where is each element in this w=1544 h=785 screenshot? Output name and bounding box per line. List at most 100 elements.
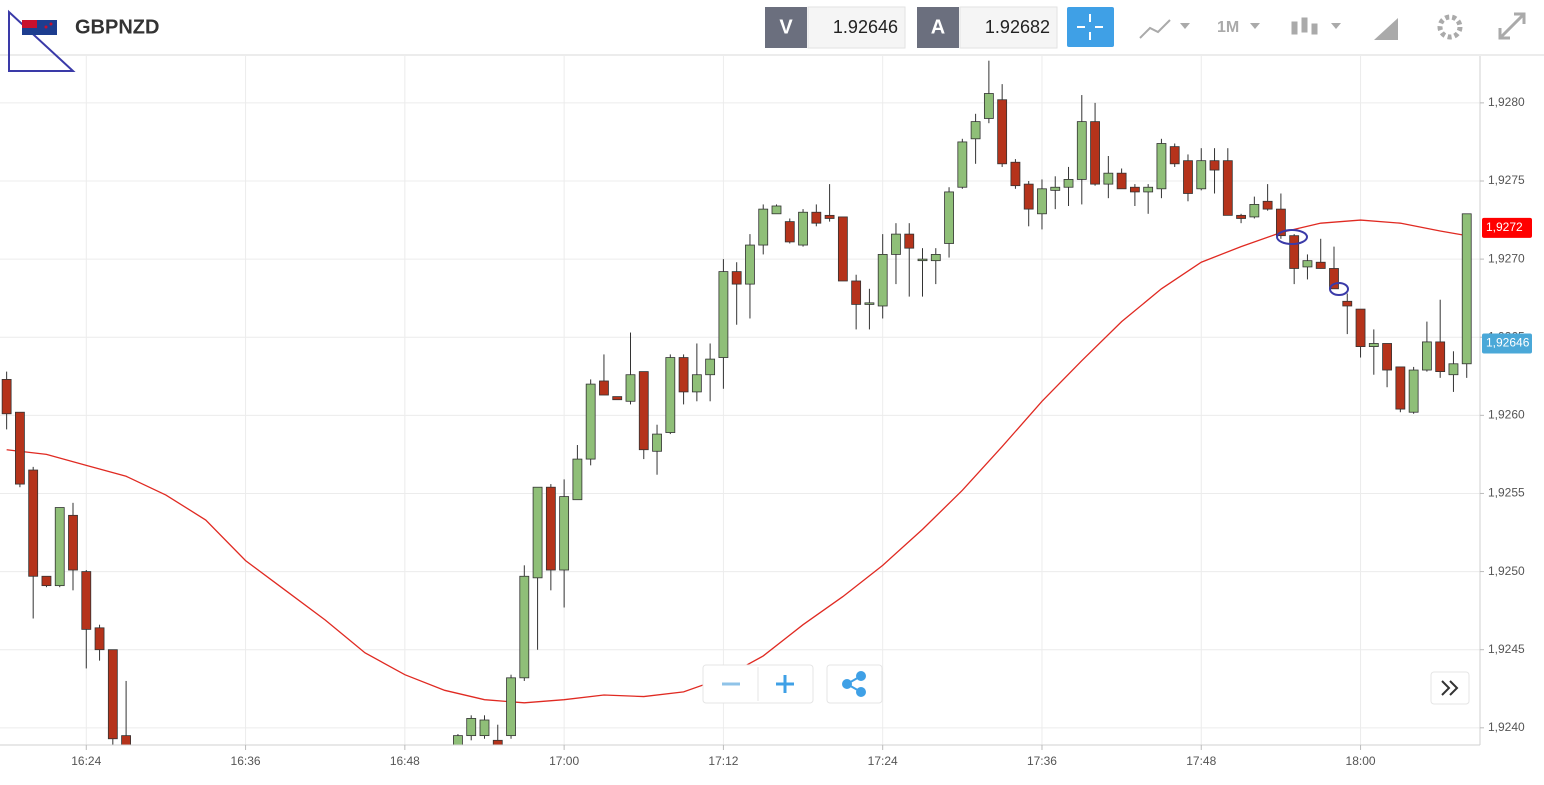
price-tag-label: 1,9272 [1486,220,1523,234]
sell-button[interactable] [765,7,807,48]
candle-body [54,507,65,587]
candle-body [851,280,862,305]
scroll-right-icon [1441,680,1459,696]
price-tag [1482,333,1532,354]
y-tick-label: 1,9260 [1488,408,1525,422]
candle-body [784,221,795,243]
candles-icon[interactable] [1291,17,1318,35]
candle-body [1169,146,1180,165]
price-tag [1482,217,1532,238]
candle-body [1129,186,1140,193]
candle-body [1222,160,1233,216]
share-icon [842,671,866,697]
candle-body [718,271,729,358]
candle-body [983,93,994,119]
candle-body [1023,183,1034,210]
candle-body [1209,160,1220,171]
candle-body [1448,363,1459,376]
drawing-icon[interactable] [1374,18,1398,40]
x-tick-label: 16:48 [390,754,420,768]
candle-body [1435,341,1446,372]
candle-body [1010,161,1021,187]
y-tick-label: 1,9255 [1488,486,1525,500]
annotation-ellipse [1276,229,1308,245]
candle-body [705,358,716,376]
candle-body [1302,260,1313,268]
candle-body [665,357,676,433]
candle-body [1116,172,1127,190]
candle-body [917,258,928,262]
zoom-in[interactable] [776,675,794,693]
candle-body [1355,308,1366,347]
flag-icon [22,20,57,35]
candle-body [1050,186,1061,191]
sell-label: V [779,16,793,38]
timeframe[interactable]: 1M [1217,19,1239,36]
settings-icon[interactable] [1437,14,1463,40]
candle-body [28,469,39,577]
chart-type-icon[interactable] [1139,19,1171,39]
candle-body [1315,261,1326,269]
candle-body [532,486,543,579]
candle-body [107,649,118,740]
candle-body [1196,160,1207,190]
x-tick-label: 16:36 [231,754,261,768]
candle-body [1275,208,1286,237]
candle-body [68,514,78,571]
candle-body [798,211,808,246]
x-tick-label: 17:00 [549,754,579,768]
candle-body [1,379,12,415]
candle-body [599,380,609,396]
candle-body [638,371,649,451]
share-button[interactable] [826,664,883,704]
candle-body [1395,366,1406,410]
candle-body [1156,143,1167,190]
candle-body [771,205,782,215]
crosshair-button[interactable] [1067,7,1114,47]
candle-body [453,735,463,745]
x-tick-label: 17:24 [868,754,898,768]
candle-body [466,718,477,737]
candle-body [891,233,901,255]
candle-body [691,374,702,393]
candle-body [811,211,822,224]
candle-body [745,244,755,285]
candle-body [479,719,490,737]
candle-body [904,233,915,249]
candle-body [957,141,968,188]
draw-tool-triangle [8,9,76,72]
buy-price-box [959,6,1058,49]
candle-body [997,99,1008,165]
dropdown-arrow [1250,23,1260,29]
fullscreen-icon[interactable] [1498,12,1526,40]
y-tick-label: 1,9275 [1488,173,1525,187]
y-tick-label: 1,9250 [1488,564,1525,578]
sell-price: 1.92646 [833,17,898,37]
candle-body [824,214,835,219]
candle-body [1408,369,1419,413]
candle-body [970,121,981,140]
candle-body [1422,341,1432,371]
candle-body [41,575,52,587]
candle-body [94,627,105,651]
candle-body [15,411,25,485]
candle-body [612,396,623,401]
candle-body [572,458,583,501]
candle-body [81,571,92,630]
candle-body [837,216,848,282]
buy-button[interactable] [917,7,959,48]
buy-price: 1.92682 [985,17,1050,37]
candle-body [1143,186,1154,193]
candle-body [877,254,888,307]
price-tag-label: 1,92646 [1486,336,1530,350]
candle-body [1103,172,1114,185]
candle-body [731,271,742,285]
candle-body [1289,235,1300,269]
candle-body [506,677,516,737]
candle-body [1461,213,1472,365]
candle-body [1076,121,1087,180]
candle-body [1249,204,1260,218]
annotation-ellipse [1329,282,1349,296]
candle-body [545,486,556,571]
